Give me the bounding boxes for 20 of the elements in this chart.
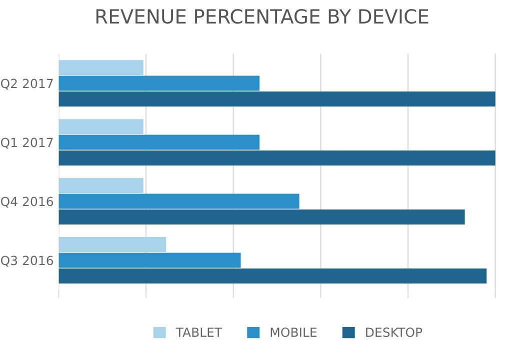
bar (58, 210, 465, 224)
bar (58, 194, 300, 209)
y-tick-label: Q4 2016 (0, 196, 54, 208)
bar (58, 134, 260, 150)
bar (58, 252, 241, 268)
bar (58, 150, 496, 166)
bar (58, 60, 144, 76)
legend-label: MOBILE (270, 328, 317, 338)
bar (58, 268, 487, 284)
chart-title: REVENUE PERCENTAGE BY DEVICE (96, 9, 428, 24)
bar (58, 92, 496, 106)
bar (58, 119, 144, 134)
legend-label: DESKTOP (366, 328, 422, 338)
y-tick-label: Q2 2017 (0, 78, 53, 90)
y-tick-label: Q1 2017 (0, 138, 53, 149)
legend-label: TABLET (176, 328, 222, 337)
y-tick-label: Q3 2016 (0, 256, 54, 267)
bar (58, 76, 260, 91)
bar (58, 178, 144, 193)
bar (58, 237, 166, 252)
